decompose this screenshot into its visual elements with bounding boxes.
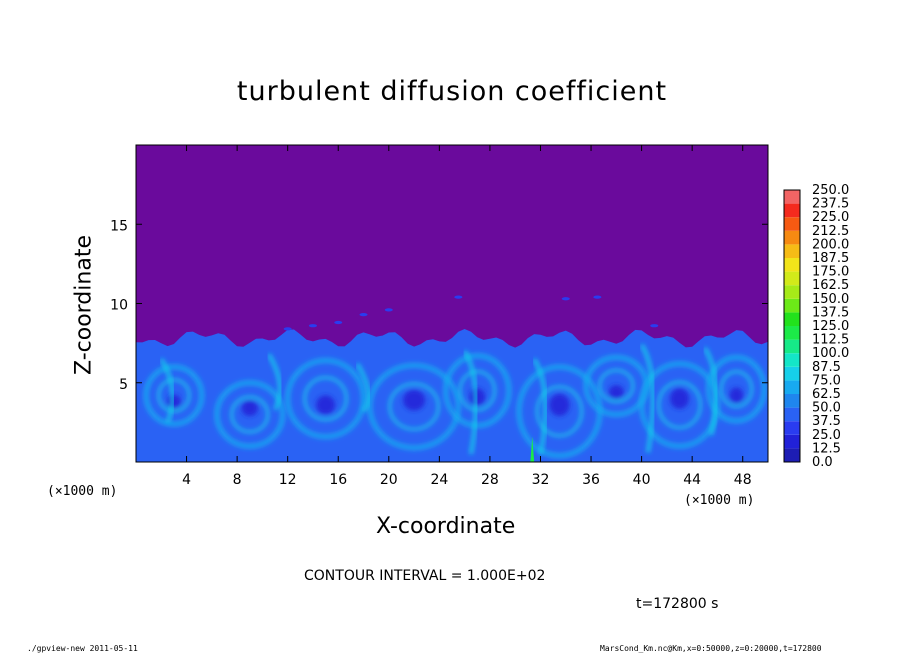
turbulent-layer [136,329,768,462]
colorbar-label: 87.5 [812,360,841,375]
x-tick-label: 44 [683,472,701,488]
colorbar-label: 212.5 [812,224,849,239]
colorbar-label: 150.0 [812,292,849,307]
colorbar-label: 37.5 [812,414,841,429]
colorbar-swatch [784,434,800,449]
plume-streak [159,357,175,424]
colorbar-swatch [784,203,800,218]
x-unit-label-right: (×1000 m) [684,493,755,508]
x-tick-label: 20 [380,472,398,488]
x-tick-label: 32 [532,472,550,488]
x-tick-label: 40 [633,472,651,488]
colorbar-swatch [784,353,800,367]
colorbar-swatch [784,407,800,422]
plume-streak [639,343,655,453]
y-axis: 5 10 15 [110,218,768,393]
turbulent-blob [454,295,463,299]
colorbar-label: 162.5 [812,278,849,293]
colorbar-label: 50.0 [812,401,841,416]
footer-left-text: ./gpview-new 2011-05-11 [27,644,138,653]
colorbar-label: 237.5 [812,197,849,212]
eddy [285,358,367,440]
colorbar-label: 62.5 [812,387,841,402]
colorbar-frame [783,189,801,463]
colorbar-label: 225.0 [812,210,849,225]
colorbar-swatch [784,230,800,245]
x-tick-label: 24 [430,472,448,488]
colorbar-label: 187.5 [812,251,849,266]
eddy [214,380,286,449]
colorbar-swatch [784,312,800,326]
colorbar-swatch [784,366,800,381]
chart-title: turbulent diffusion coefficient [236,76,668,107]
colorbar-label: 250.0 [812,183,849,198]
colorbar-label: 100.0 [812,346,849,361]
colorbar-label: 175.0 [812,265,849,280]
colorbar-swatch [784,244,800,258]
x-axis: 4 8 12 16 20 24 28 32 36 40 44 48 [182,145,752,488]
colorbar-label: 25.0 [812,428,841,443]
eddy [639,361,720,449]
colorbar-swatch [784,380,800,394]
turbulent-blob [308,324,317,328]
plume-streak [462,350,478,455]
turbulent-blob [650,324,659,328]
turbulent-blob [561,297,570,301]
turbulent-blob [359,312,368,317]
eddy [367,362,461,451]
contour-interval-text: CONTOUR INTERVAL = 1.000E+02 [304,568,546,584]
time-label: t=172800 s [636,596,719,612]
plume-streak [532,357,548,455]
x-unit-label-left: (×1000 m) [47,484,118,499]
x-axis-label: X-coordinate [376,514,516,539]
colorbar-label: 112.5 [812,333,849,348]
colorbar-swatch [784,298,800,313]
x-tick-label: 48 [734,472,752,488]
spike-peak [530,436,535,462]
x-tick-label: 16 [329,472,347,488]
plume-streak [267,353,283,411]
x-tick-label: 28 [481,472,499,488]
footer-right-text: MarsCond_Km.nc@Km,x=0:50000,z=0:20000,t=… [600,644,822,653]
colorbar-swatch [784,258,800,272]
x-tick-label: 12 [279,472,297,488]
eddy [706,354,767,424]
colorbar-swatch [784,190,800,204]
turbulent-blob [283,327,292,331]
plume-streak [355,362,371,413]
colorbar-swatch [784,339,800,354]
colorbar-label: 0.0 [812,455,833,470]
colorbar-swatch [784,421,800,435]
turbulent-blob [334,320,343,325]
colorbar-swatch [784,271,800,286]
turbulent-blob [593,295,602,299]
plume-streak [703,346,719,436]
colorbar-swatch [784,326,800,340]
y-tick-label: 10 [110,298,128,314]
colorbar-label: 75.0 [812,373,841,388]
x-tick-label: 8 [233,472,242,488]
colorbar-label: 125.0 [812,319,849,334]
x-tick-label: 4 [182,472,191,488]
colorbar-swatch [784,217,800,231]
turbulent-blob [384,308,393,312]
colorbar-swatch [784,448,800,462]
y-tick-label: 5 [119,377,128,393]
y-tick-label: 15 [110,218,128,234]
colorbar-label: 137.5 [812,305,849,320]
colorbar-label: 12.5 [812,441,841,456]
x-tick-label: 36 [582,472,600,488]
colorbar: 0.012.525.037.550.062.575.087.5100.0112.… [783,183,849,470]
plot-area [136,145,768,462]
colorbar-swatch [784,394,800,408]
colorbar-swatch [784,285,800,299]
colorbar-label: 200.0 [812,237,849,252]
